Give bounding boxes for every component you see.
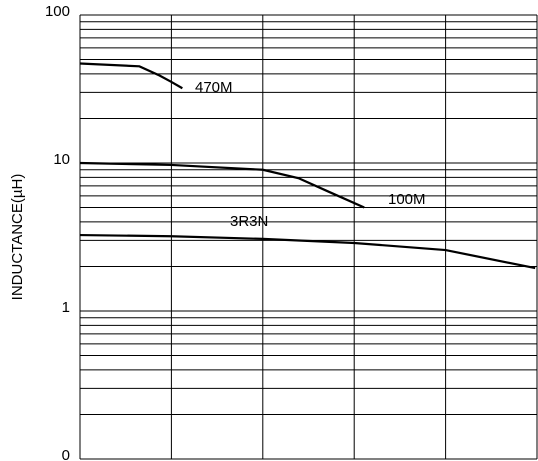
y-tick-label: 0 <box>62 447 70 461</box>
curve-label: 100M <box>388 191 426 208</box>
y-tick-label: 1 <box>62 299 70 316</box>
curve <box>79 233 536 270</box>
curve <box>79 62 183 90</box>
y-tick-label: 100 <box>45 3 70 20</box>
y-tick-label: 10 <box>53 151 70 168</box>
curve-label: 470M <box>195 79 233 96</box>
y-axis-label: INDUCTANCE(µH) <box>9 174 26 301</box>
curve <box>79 161 365 209</box>
curve-label: 3R3N <box>230 213 268 230</box>
